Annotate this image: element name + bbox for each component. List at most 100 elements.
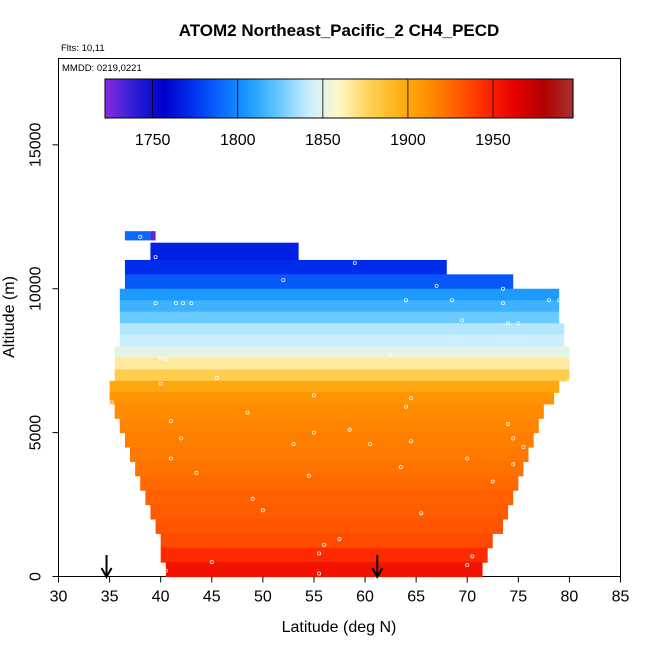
colorbar-tick-label: 1850	[305, 132, 341, 149]
heatmap-cell	[109, 380, 560, 393]
colorbar-swatch	[146, 79, 150, 118]
colorbar-swatch	[463, 79, 467, 118]
colorbar-swatch	[456, 79, 460, 118]
heatmap-cell	[114, 369, 570, 382]
colorbar-swatch	[253, 79, 257, 118]
colorbar-swatch	[380, 79, 384, 118]
colorbar-swatch	[479, 79, 483, 118]
colorbar-swatch	[453, 79, 457, 118]
colorbar-tick-label: 1750	[135, 132, 171, 149]
colorbar: 1750 1800 1850 1900 1950	[104, 78, 574, 149]
colorbar-swatch	[487, 79, 491, 118]
sample-point	[153, 255, 158, 260]
colorbar-swatch	[378, 79, 382, 118]
heatmap-cell	[119, 323, 565, 336]
sample-point	[146, 240, 151, 245]
colorbar-swatch	[242, 79, 246, 118]
sample-point	[465, 562, 470, 567]
colorbar-swatch	[362, 79, 366, 118]
colorbar-swatch	[554, 79, 558, 118]
colorbar-swatch	[523, 79, 527, 118]
colorbar-swatch	[536, 79, 540, 118]
colorbar-swatch	[216, 79, 220, 118]
colorbar-swatch	[466, 79, 470, 118]
x-tick-label: 35	[101, 589, 119, 606]
colorbar-swatch	[120, 79, 124, 118]
colorbar-swatch	[307, 79, 311, 118]
colorbar-swatch	[297, 79, 301, 118]
colorbar-swatch	[396, 79, 400, 118]
heatmap-cell	[119, 288, 560, 301]
sample-point	[163, 568, 168, 573]
sample-point	[500, 286, 505, 291]
sample-point	[449, 298, 454, 303]
y-tick-label: 10000	[28, 266, 45, 311]
heatmap-cell	[160, 533, 493, 549]
heatmap-cell	[124, 259, 447, 275]
colorbar-swatch	[375, 79, 379, 118]
x-tick-label: 60	[356, 589, 374, 606]
colorbar-swatch	[528, 79, 532, 118]
colorbar-swatch	[196, 79, 200, 118]
sample-point	[306, 473, 311, 478]
heatmap-cell	[114, 403, 544, 419]
sample-point	[163, 357, 168, 362]
colorbar-swatch	[531, 79, 535, 118]
colorbar-swatch	[128, 79, 132, 118]
colorbar-swatch	[320, 79, 324, 118]
colorbar-swatch	[365, 79, 369, 118]
sample-point	[311, 430, 316, 435]
y-tick-label: 0	[28, 572, 45, 581]
colorbar-border	[104, 78, 574, 119]
colorbar-swatch	[198, 79, 202, 118]
sample-point	[516, 321, 521, 326]
arrow-markers	[100, 555, 384, 580]
colorbar-swatch	[552, 79, 556, 118]
colorbar-swatch	[183, 79, 187, 118]
colorbar-swatch	[476, 79, 480, 118]
colorbar-swatch	[565, 79, 569, 118]
heatmap-cell	[119, 418, 539, 434]
colorbar-swatch	[388, 79, 392, 118]
sample-point	[153, 301, 158, 306]
colorbar-swatch	[136, 79, 140, 118]
sample-point	[168, 456, 173, 461]
sample-point	[194, 470, 199, 475]
colorbar-swatch	[170, 79, 174, 118]
colorbar-swatch	[131, 79, 135, 118]
colorbar-swatch	[289, 79, 293, 118]
colorbar-swatch	[331, 79, 335, 118]
colorbar-swatch	[419, 79, 423, 118]
sample-point	[434, 283, 439, 288]
heatmap-cell	[119, 300, 560, 313]
colorbar-swatch	[484, 79, 488, 118]
sample-point	[490, 479, 495, 484]
y-tick-label: 15000	[28, 122, 45, 167]
colorbar-swatch	[240, 79, 244, 118]
samples-layer	[109, 234, 572, 576]
colorbar-swatch	[266, 79, 270, 118]
colorbar-swatch	[172, 79, 176, 118]
x-tick-label: 40	[152, 589, 170, 606]
colorbar-swatch	[541, 79, 545, 118]
colorbar-swatch	[209, 79, 213, 118]
colorbar-swatch	[497, 79, 501, 118]
colorbar-swatch	[422, 79, 426, 118]
sample-point	[311, 393, 316, 398]
x-tick-label: 45	[203, 589, 221, 606]
colorbar-swatch	[518, 79, 522, 118]
arrow-head	[100, 567, 113, 580]
heatmap-cell	[114, 346, 570, 359]
colorbar-swatch	[206, 79, 210, 118]
colorbar-swatch	[367, 79, 371, 118]
dates-label: MMDD: 0219,0221	[62, 63, 142, 74]
colorbar-swatch	[547, 79, 551, 118]
colorbar-swatch	[341, 79, 345, 118]
sample-point	[158, 355, 163, 360]
colorbar-swatch	[414, 79, 418, 118]
colorbar-swatch	[313, 79, 317, 118]
x-axis-label: Latitude (deg N)	[282, 619, 397, 636]
sample-point	[245, 410, 250, 415]
x-tick-label: 55	[305, 589, 323, 606]
